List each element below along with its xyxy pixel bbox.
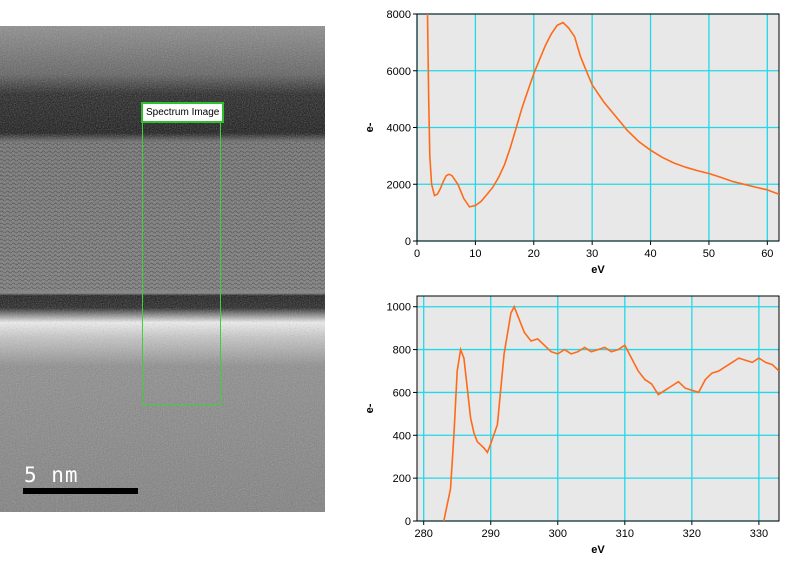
x-tick-label: 40 [644,248,656,260]
low-loss-spectrum-chart: 0 10 20 30 40 50 60 0 2000 4000 6000 8000 eV e- [364,9,780,276]
plot-frame [416,13,780,242]
series-line-0 [426,14,779,208]
y-tick-label: 400 [393,430,411,442]
y-tick-label: 1000 [387,302,411,314]
scale-bar-label: 5 nm [24,463,79,487]
x-tick-label: 20 [528,248,540,260]
y-tick-label: 600 [393,387,411,399]
scale-bar [23,488,138,494]
plot-frame [416,295,780,522]
y-axis-label: e- [364,403,376,413]
spectrum-image-label: Spectrum Image [141,102,225,123]
x-tick-label: 30 [586,248,598,260]
y-tick-label: 800 [393,345,411,357]
y-tick-label: 8000 [387,9,411,21]
x-tick-label: 50 [703,248,715,260]
x-tick-label: 60 [761,248,773,260]
series-line-0 [443,304,779,521]
spectrum-image-roi[interactable] [142,119,221,405]
x-tick-label: 290 [482,528,500,540]
x-tick-label: 0 [414,248,420,260]
x-tick-label: 10 [469,248,481,260]
y-tick-label: 2000 [387,179,411,191]
x-tick-label: 300 [549,528,567,540]
x-tick-label: 310 [616,528,634,540]
x-axis-label: eV [591,264,605,276]
x-tick-label: 280 [415,528,433,540]
x-axis-label: eV [591,544,605,556]
x-tick-label: 330 [750,528,768,540]
y-tick-label: 4000 [387,123,411,135]
y-axis-label: e- [364,122,376,132]
carbon-k-edge-chart: 280 290 300 310 320 330 0 200 400 600 800 1000 eV e- [364,295,780,556]
x-tick-label: 320 [683,528,701,540]
plot-area-1 [417,296,779,521]
y-tick-label: 0 [405,236,411,248]
y-tick-label: 6000 [387,66,411,78]
y-tick-label: 200 [393,473,411,485]
y-tick-label: 0 [405,516,411,528]
